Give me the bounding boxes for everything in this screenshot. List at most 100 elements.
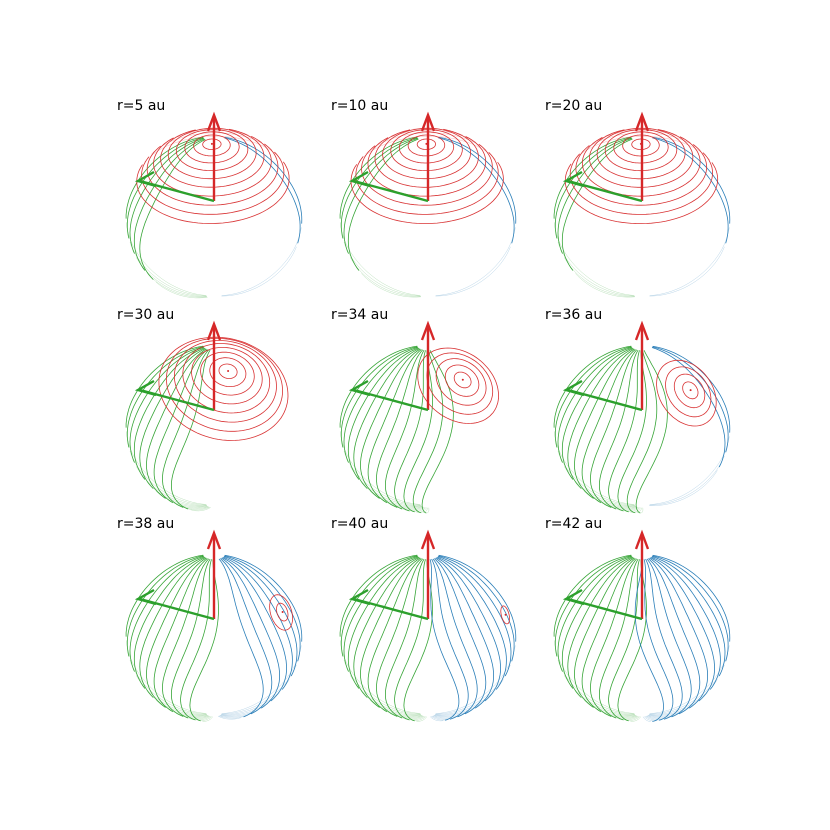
blue-curve — [645, 558, 683, 720]
green-curve — [581, 349, 636, 504]
red-arrow-head — [420, 111, 436, 132]
trajectory-curves — [125, 336, 289, 512]
green-curve — [153, 349, 208, 504]
green-curve — [146, 557, 207, 708]
blue-curve — [224, 555, 301, 662]
green-arrow-head — [134, 379, 157, 397]
red-curve — [146, 143, 279, 206]
green-curve — [400, 506, 424, 511]
arrows — [348, 529, 436, 621]
green-curve — [575, 273, 636, 298]
red-curve — [218, 363, 238, 379]
panel-title: r=30 au — [117, 307, 175, 323]
blue-curve — [432, 558, 478, 718]
sphere-plot — [553, 111, 731, 298]
trajectory-curves — [339, 127, 517, 298]
green-curve — [190, 507, 211, 512]
green-curve — [125, 345, 204, 428]
red-curve — [417, 347, 500, 424]
green-arrow-head — [348, 170, 371, 188]
blue-curve — [218, 714, 248, 719]
green-curve — [608, 350, 640, 512]
red-curve — [153, 135, 272, 197]
green-curve — [361, 482, 422, 507]
green-curve — [339, 554, 418, 637]
red-curve — [175, 129, 249, 171]
blue-curve — [437, 556, 512, 677]
sphere-plot — [553, 529, 731, 722]
arrows — [562, 529, 650, 621]
blue-curve — [649, 470, 718, 506]
green-curve — [133, 556, 205, 689]
red-curve — [390, 129, 463, 171]
green-curve — [590, 349, 638, 508]
green-curve — [343, 556, 419, 672]
arrows — [562, 320, 650, 412]
red-curve — [212, 136, 282, 160]
green-curve — [557, 241, 635, 297]
green-curve — [353, 557, 420, 698]
panel: r=40 au — [331, 516, 545, 725]
red-curve — [627, 127, 642, 130]
blue-curve — [221, 664, 297, 715]
green-curve — [133, 347, 205, 480]
red-center-point — [227, 370, 230, 372]
blue-curve — [438, 137, 515, 244]
green-curve — [361, 691, 422, 716]
green-curve — [553, 345, 632, 428]
green-curve — [146, 348, 207, 499]
green-curve — [340, 346, 418, 448]
panel: r=20 au — [545, 98, 759, 307]
trajectory-curves — [339, 554, 517, 722]
blue-curve — [438, 554, 517, 642]
blue-curve — [223, 556, 293, 690]
blue-curve — [218, 558, 264, 718]
red-curve — [200, 351, 255, 396]
blue-curve — [435, 664, 511, 715]
red-curve — [575, 144, 708, 206]
green-curve — [599, 558, 639, 719]
panel-title: r=38 au — [117, 516, 175, 532]
arrows — [134, 320, 222, 412]
blue-curve — [434, 558, 487, 715]
green-curve — [630, 716, 641, 722]
blue-curve — [221, 227, 302, 296]
blue-curve — [652, 555, 729, 662]
blue-curve — [432, 714, 462, 719]
blue-curve — [221, 645, 302, 714]
sphere-plot — [125, 320, 289, 512]
blue-curve — [436, 557, 502, 702]
red-curve — [209, 357, 247, 387]
trajectory-curves — [553, 554, 731, 722]
red-curve — [361, 143, 493, 206]
red-curve — [407, 134, 446, 157]
green-curve — [139, 348, 206, 489]
red-curve — [641, 132, 701, 151]
red-curve — [184, 131, 240, 164]
red-curve — [358, 136, 428, 162]
red-curve — [416, 138, 436, 150]
red-curve — [427, 136, 496, 160]
panel: r=38 au — [117, 516, 331, 725]
red-curve — [564, 162, 719, 224]
red-arrow-head — [206, 529, 222, 550]
green-curve — [581, 558, 636, 713]
green-curve — [171, 558, 211, 719]
green-curve — [403, 559, 433, 722]
green-curve — [139, 557, 206, 698]
green-curve — [614, 715, 638, 720]
green-curve — [626, 350, 658, 514]
red-arrow-head — [420, 320, 436, 341]
green-curve — [155, 282, 208, 299]
blue-curve — [649, 246, 725, 297]
green-curve — [171, 349, 211, 510]
green-arrow-head — [134, 170, 157, 188]
red-curve — [355, 152, 499, 215]
green-curve — [376, 558, 424, 717]
red-curve — [591, 130, 642, 144]
green-curve — [416, 507, 427, 513]
green-curve — [412, 350, 444, 514]
red-curve — [500, 605, 510, 625]
blue-curve — [221, 557, 281, 709]
